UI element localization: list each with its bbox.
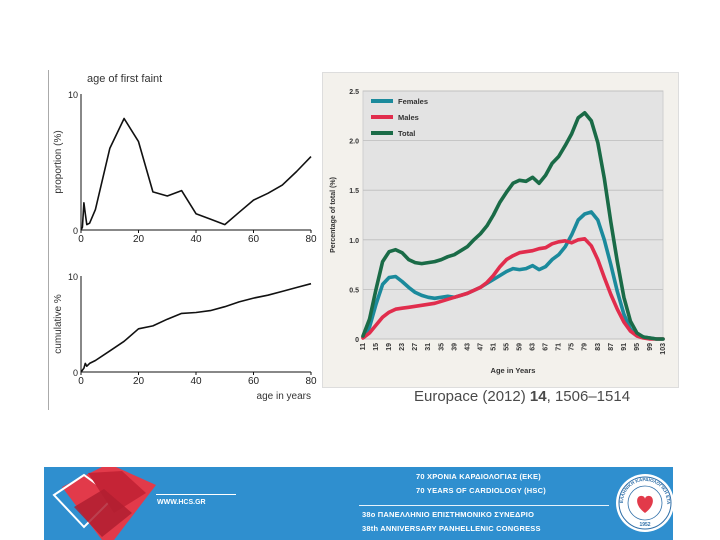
series-line-0 bbox=[80, 117, 312, 231]
x-tick-label: 0 bbox=[78, 376, 84, 387]
x-tick-label: 60 bbox=[248, 376, 260, 387]
left-figure-panel: 0 10 0 20 40 60 80 age of first faint proportion… bbox=[48, 70, 319, 410]
x-tick-label: 40 bbox=[190, 234, 202, 245]
x-tick-label: 31 bbox=[425, 343, 432, 351]
x-tick-label: 67 bbox=[543, 343, 550, 351]
website-link[interactable]: WWW.HCS.GR bbox=[157, 499, 206, 506]
y-axis-label: proportion (%) bbox=[53, 130, 64, 193]
x-tick-label: 60 bbox=[248, 234, 260, 245]
x-tick-label: 55 bbox=[503, 343, 510, 351]
x-tick-label: 95 bbox=[634, 343, 641, 351]
y-tick-label: 0.5 bbox=[349, 287, 359, 294]
citation-volume: 14 bbox=[529, 388, 547, 405]
x-tick-label: 87 bbox=[608, 343, 615, 351]
footer-line-1: 70 ΧΡΟΝΙΑ ΚΑΡΔΙΟΛΟΓΙΑΣ (ΕΚΕ) bbox=[416, 472, 541, 481]
x-tick-label: 75 bbox=[569, 343, 576, 351]
heart-logo-icon bbox=[52, 467, 156, 540]
x-tick-label: 79 bbox=[582, 343, 589, 351]
citation-pages: 1506–1514 bbox=[554, 388, 631, 405]
x-axis-label: age in years bbox=[257, 391, 311, 402]
x-tick-label: 99 bbox=[647, 343, 654, 351]
footer-divider bbox=[359, 505, 609, 506]
x-tick-label: 59 bbox=[517, 343, 524, 351]
footer-banner: WWW.HCS.GR 70 ΧΡΟΝΙΑ ΚΑΡΔΙΟΛΟΓΙΑΣ (ΕΚΕ) … bbox=[44, 467, 674, 540]
x-tick-label: 51 bbox=[490, 343, 497, 351]
series-line-females bbox=[361, 210, 665, 341]
left-charts-svg: 0 10 0 20 40 60 80 age of first faint proportion… bbox=[53, 73, 317, 402]
right-figure-panel: 0 0.5 1.0 1.5 2.0 2.5 11 15 19 23 27 31 35 39 43 47 51 55… bbox=[322, 72, 679, 388]
x-tick-label: 20 bbox=[133, 234, 145, 245]
x-tick-label: 71 bbox=[556, 343, 563, 351]
x-tick-label: 23 bbox=[399, 343, 406, 351]
citation-journal: Europace (2012) bbox=[414, 388, 526, 405]
x-tick-label: 80 bbox=[305, 234, 317, 245]
citation: Europace (2012) 14, 1506–1514 bbox=[414, 388, 630, 405]
x-tick-label: 83 bbox=[595, 343, 602, 351]
seal-year: 1952 bbox=[639, 522, 650, 528]
x-tick-label: 47 bbox=[477, 343, 484, 351]
y-axis-label: Percentage of total (%) bbox=[330, 177, 337, 253]
legend-label-total: Total bbox=[398, 129, 415, 138]
x-tick-label: 63 bbox=[530, 343, 537, 351]
footer-line-4: 38th ANNIVERSARY PANHELLENIC CONGRESS bbox=[362, 524, 541, 533]
y-tick-label: 0 bbox=[73, 226, 78, 236]
x-tick-label: 20 bbox=[133, 376, 145, 387]
y-axis-label: cumulative % bbox=[53, 294, 64, 354]
series-line-1 bbox=[80, 282, 312, 373]
y-tick-label: 1.0 bbox=[349, 238, 359, 245]
legend-label-males: Males bbox=[398, 113, 419, 122]
society-seal-icon: ΕΛΛΗΝΙΚΗ ΚΑΡΔΙΟΛΟΓΙΚΗ ΕΤΑΙΡΕΙΑ 1952 bbox=[614, 469, 674, 532]
footer-line-3: 38ο ΠΑΝΕΛΛΗΝΙΟ ΕΠΙΣΤΗΜΟΝΙΚΟ ΣΥΝΕΔΡΙΟ bbox=[362, 510, 535, 519]
series-line-total bbox=[361, 110, 665, 341]
x-tick-label: 11 bbox=[360, 343, 367, 351]
y-tick-label: 0 bbox=[73, 368, 78, 378]
x-tick-label: 27 bbox=[412, 343, 419, 351]
x-axis-label: Age in Years bbox=[491, 366, 536, 375]
x-tick-label: 15 bbox=[373, 343, 380, 351]
citation-sep: , bbox=[546, 388, 555, 405]
x-tick-label: 19 bbox=[386, 343, 393, 351]
cumulative-chart: 0 10 0 20 40 60 80 cumulative % age in years bbox=[53, 272, 317, 402]
first-faint-chart: 0 10 0 20 40 60 80 age of first faint proportion… bbox=[53, 73, 317, 245]
website-underline bbox=[156, 494, 236, 495]
x-tick-label: 91 bbox=[621, 343, 628, 351]
y-tick-label: 2.0 bbox=[349, 139, 359, 146]
y-tick-label: 10 bbox=[68, 90, 78, 100]
age-distribution-chart: 0 0.5 1.0 1.5 2.0 2.5 11 15 19 23 27 31 35 39 43 47 51 55… bbox=[330, 89, 667, 375]
y-tick-label: 0 bbox=[355, 337, 359, 344]
x-tick-label: 0 bbox=[78, 234, 84, 245]
footer-line-2: 70 YEARS OF CARDIOLOGY (HSC) bbox=[416, 486, 546, 495]
x-tick-label: 103 bbox=[660, 343, 667, 355]
series-line-males bbox=[361, 237, 665, 341]
x-tick-label: 40 bbox=[190, 376, 202, 387]
x-tick-label: 80 bbox=[305, 376, 317, 387]
x-tick-label: 39 bbox=[451, 343, 458, 351]
x-tick-label: 35 bbox=[438, 343, 445, 351]
y-tick-label: 2.5 bbox=[349, 89, 359, 96]
y-tick-label: 10 bbox=[68, 272, 78, 282]
x-tick-label: 43 bbox=[464, 343, 471, 351]
chart-title: age of first faint bbox=[87, 73, 162, 85]
y-tick-label: 1.5 bbox=[349, 188, 359, 195]
legend-label-females: Females bbox=[398, 97, 428, 106]
